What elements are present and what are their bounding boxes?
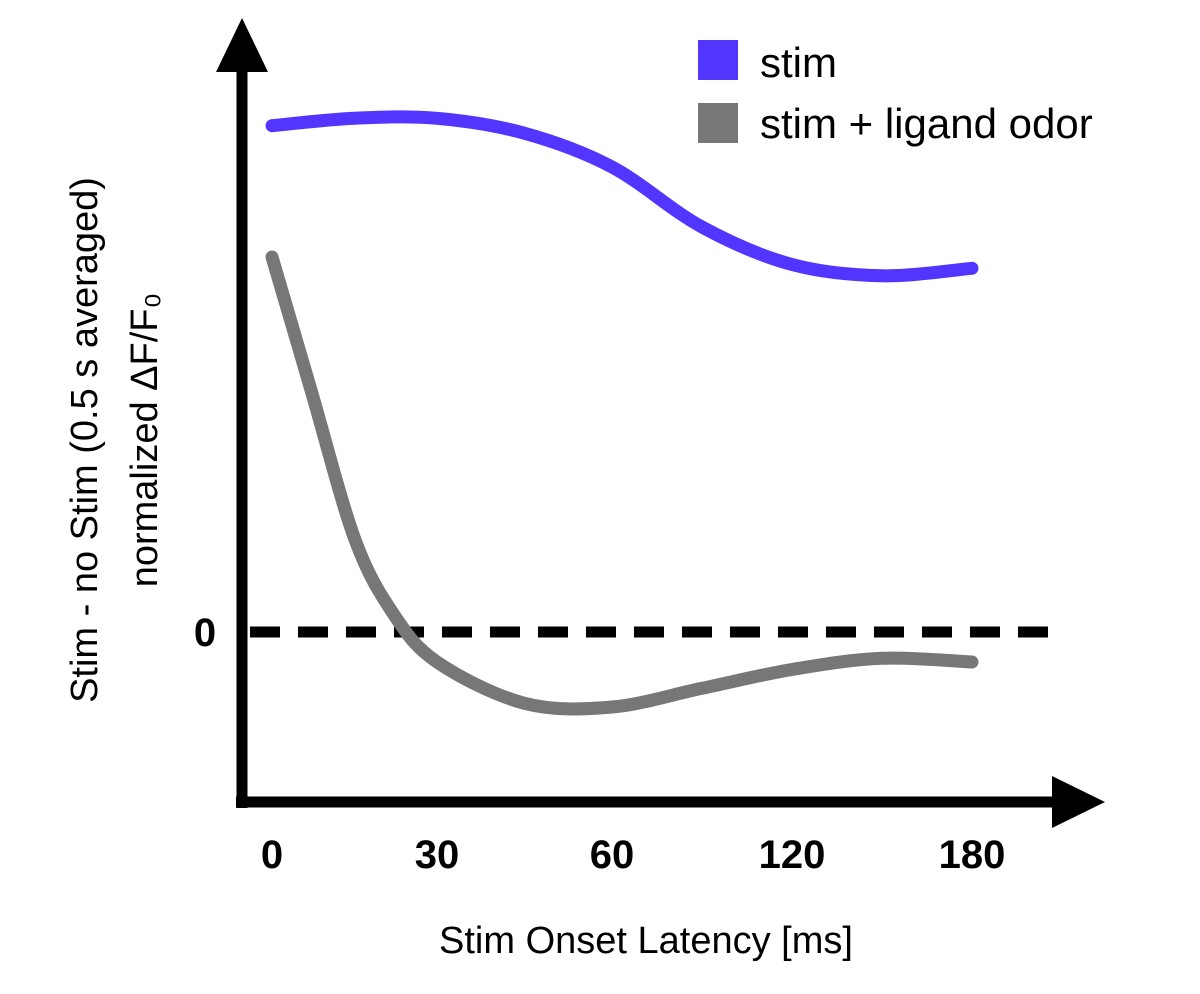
- x-axis-title: Stim Onset Latency [ms]: [439, 920, 853, 962]
- series-line-stim: [265, 110, 979, 283]
- x-axis-arrowhead: [1052, 776, 1105, 828]
- legend-label-stim-ligand-odor: stim + ligand odor: [760, 100, 1093, 147]
- x-tick-label-30: 30: [415, 833, 460, 877]
- y-axis-title-line2: normalized ΔF/F₀: [124, 293, 166, 588]
- legend-label-stim: stim: [760, 39, 837, 86]
- x-tick-label-180: 180: [939, 833, 1006, 877]
- y-axis-title-line1: Stim - no Stim (0.5 s averaged): [64, 177, 106, 703]
- x-tick-label-0: 0: [261, 833, 283, 877]
- series-line-stim-ligand-odor: [265, 250, 979, 716]
- x-tick-label-120: 120: [759, 833, 826, 877]
- legend-swatch-stim-ligand-odor: [698, 103, 738, 143]
- x-tick-labels: 0 30 60 120 180: [261, 833, 1006, 877]
- x-tick-label-60: 60: [590, 833, 635, 877]
- legend-swatch-stim: [698, 40, 738, 80]
- y-tick-label-zero: 0: [194, 611, 216, 655]
- legend: stim stim + ligand odor: [698, 39, 1093, 147]
- y-axis-arrowhead: [216, 18, 268, 72]
